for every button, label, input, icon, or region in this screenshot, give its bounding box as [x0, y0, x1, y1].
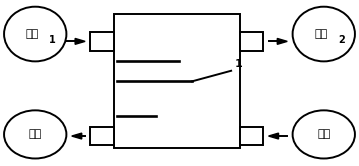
Text: 2: 2	[338, 35, 345, 44]
Ellipse shape	[293, 110, 355, 159]
Text: 冷汀: 冷汀	[29, 129, 42, 139]
Text: 热汀: 热汀	[314, 29, 327, 39]
Polygon shape	[269, 133, 279, 139]
Ellipse shape	[4, 110, 66, 159]
Polygon shape	[75, 39, 85, 44]
Bar	[240, 32, 263, 51]
Bar	[240, 127, 263, 145]
Bar	[90, 127, 113, 145]
Text: 1: 1	[49, 35, 56, 44]
Polygon shape	[72, 133, 82, 139]
Text: 补汀: 补汀	[317, 129, 330, 139]
Ellipse shape	[4, 7, 66, 61]
Text: 1: 1	[235, 59, 242, 69]
Ellipse shape	[293, 7, 355, 61]
Polygon shape	[277, 39, 287, 44]
Bar	[113, 14, 240, 148]
Bar	[90, 32, 113, 51]
Text: 热汀: 热汀	[26, 29, 39, 39]
